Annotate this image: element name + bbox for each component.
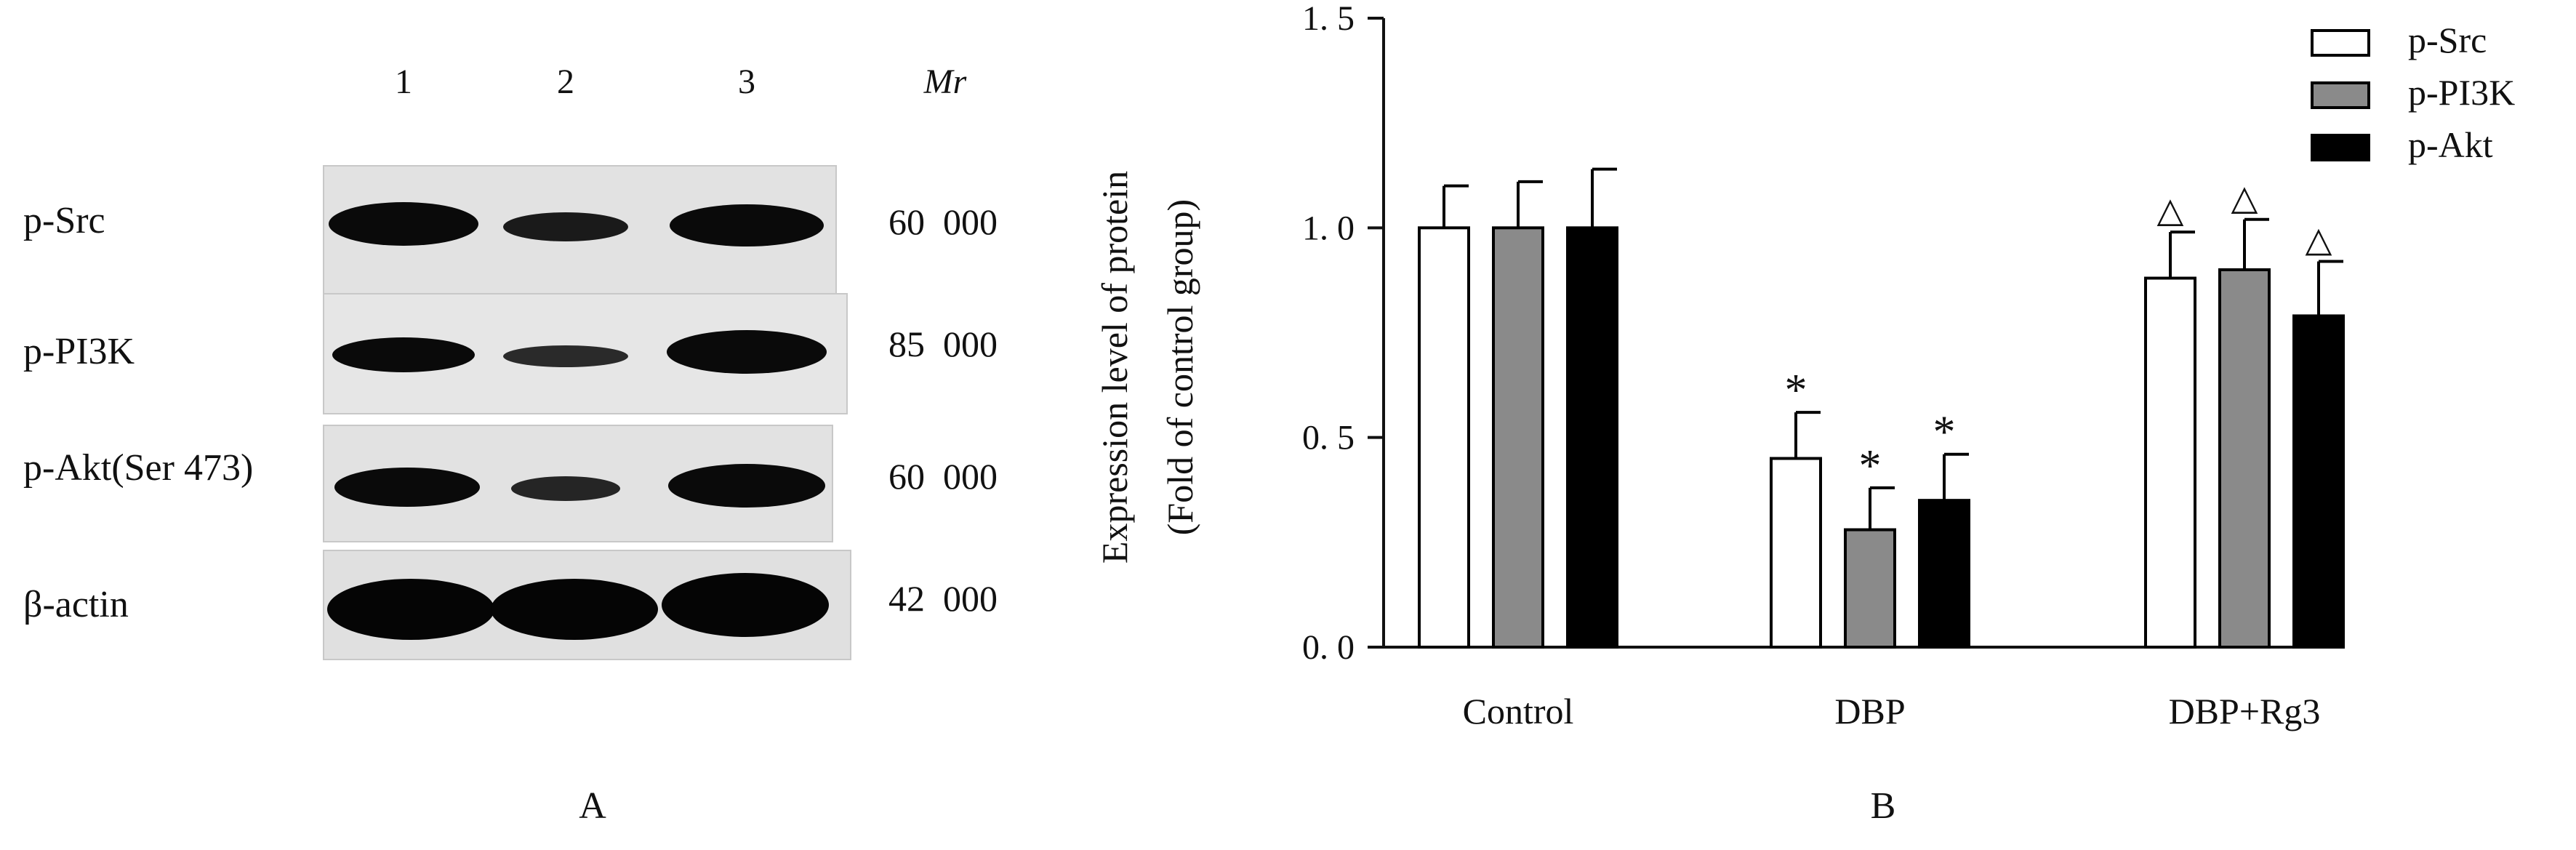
chart-legend: p-Src p-PI3K p-Akt: [2311, 20, 2515, 165]
row-label-p-pi3k: p-PI3K: [23, 331, 135, 372]
row-label-beta-actin: β-actin: [23, 584, 129, 625]
panel-b-caption: B: [1871, 785, 1896, 827]
row-label-p-akt: p-Akt(Ser 473): [23, 447, 253, 489]
mr-header: Mr: [923, 63, 967, 101]
significance-star: *: [1859, 441, 1882, 491]
western-blot-panel: 1 2 3 Mr: [23, 63, 998, 827]
band-p-src-lane-2: [503, 212, 628, 241]
bar-chart-panel: Expression level of protein (Fold of con…: [1094, 0, 2515, 827]
band-p-akt-lane-3: [668, 464, 825, 508]
y-tick-label: 0. 5: [1302, 419, 1355, 457]
blot-strip-beta-actin: [323, 550, 851, 660]
bar: [1492, 226, 1544, 649]
mr-value-p-akt: 60 000: [888, 456, 998, 497]
lane-label-3: 3: [738, 63, 755, 101]
bar: [1566, 226, 1618, 649]
x-tick-label: Control: [1463, 691, 1574, 731]
bar: [2218, 268, 2271, 649]
bar: [1770, 457, 1822, 649]
x-tick-label: DBP+Rg3: [2169, 691, 2321, 731]
mr-value-beta-actin: 42 000: [888, 578, 998, 619]
band-p-src-lane-1: [329, 202, 478, 246]
legend-swatch: [2311, 134, 2370, 161]
legend-label: p-Src: [2408, 20, 2487, 60]
significance-star: *: [1933, 408, 1956, 457]
y-tick-label: 0. 0: [1302, 628, 1355, 667]
y-tick-label: 1. 0: [1302, 209, 1355, 247]
legend-label: p-Akt: [2408, 124, 2493, 165]
band-beta-actin-lane-2: [491, 579, 658, 640]
lane-label-1: 1: [395, 63, 412, 101]
legend-swatch: [2311, 29, 2370, 57]
y-axis-title: Expression level of protein: [1094, 171, 1135, 564]
significance-triangle: △: [2231, 179, 2258, 217]
significance-triangle: △: [2157, 191, 2184, 230]
band-p-pi3k-lane-2: [503, 345, 628, 367]
significance-triangle: △: [2306, 220, 2332, 259]
blot-strip-p-pi3k: [323, 293, 848, 414]
panel-a-caption: A: [579, 785, 606, 827]
band-p-pi3k-lane-1: [332, 337, 475, 372]
bar: [2144, 276, 2196, 649]
lane-label-2: 2: [557, 63, 574, 101]
row-label-p-src: p-Src: [23, 200, 105, 241]
blot-strip-p-src: [323, 165, 837, 294]
band-p-akt-lane-1: [334, 468, 480, 507]
bar: [1918, 499, 1970, 649]
band-beta-actin-lane-1: [327, 579, 494, 640]
bar: [1418, 226, 1470, 649]
chart-axes: 0. 0 0. 5 1. 0 1. 5 Control DBP DBP+Rg3: [1302, 0, 2323, 731]
band-p-src-lane-3: [670, 204, 824, 246]
y-axis-subtitle: (Fold of control group): [1160, 199, 1200, 535]
band-beta-actin-lane-3: [662, 573, 829, 637]
chart-bars: * * * △ △ △: [1418, 167, 2345, 649]
legend-swatch: [2311, 81, 2370, 109]
mr-value-p-src: 60 000: [888, 201, 998, 242]
bar: [2292, 314, 2345, 649]
mr-value-p-pi3k: 85 000: [888, 324, 998, 364]
band-p-pi3k-lane-3: [667, 330, 827, 374]
y-tick-label: 1. 5: [1302, 0, 1355, 38]
blot-strip-p-akt: [323, 425, 833, 542]
significance-star: *: [1785, 366, 1807, 415]
bar: [1844, 528, 1896, 649]
x-tick-label: DBP: [1834, 691, 1905, 731]
band-p-akt-lane-2: [511, 476, 620, 501]
y-axis-title-group: Expression level of protein (Fold of con…: [1094, 171, 1200, 564]
legend-label: p-PI3K: [2408, 72, 2515, 113]
